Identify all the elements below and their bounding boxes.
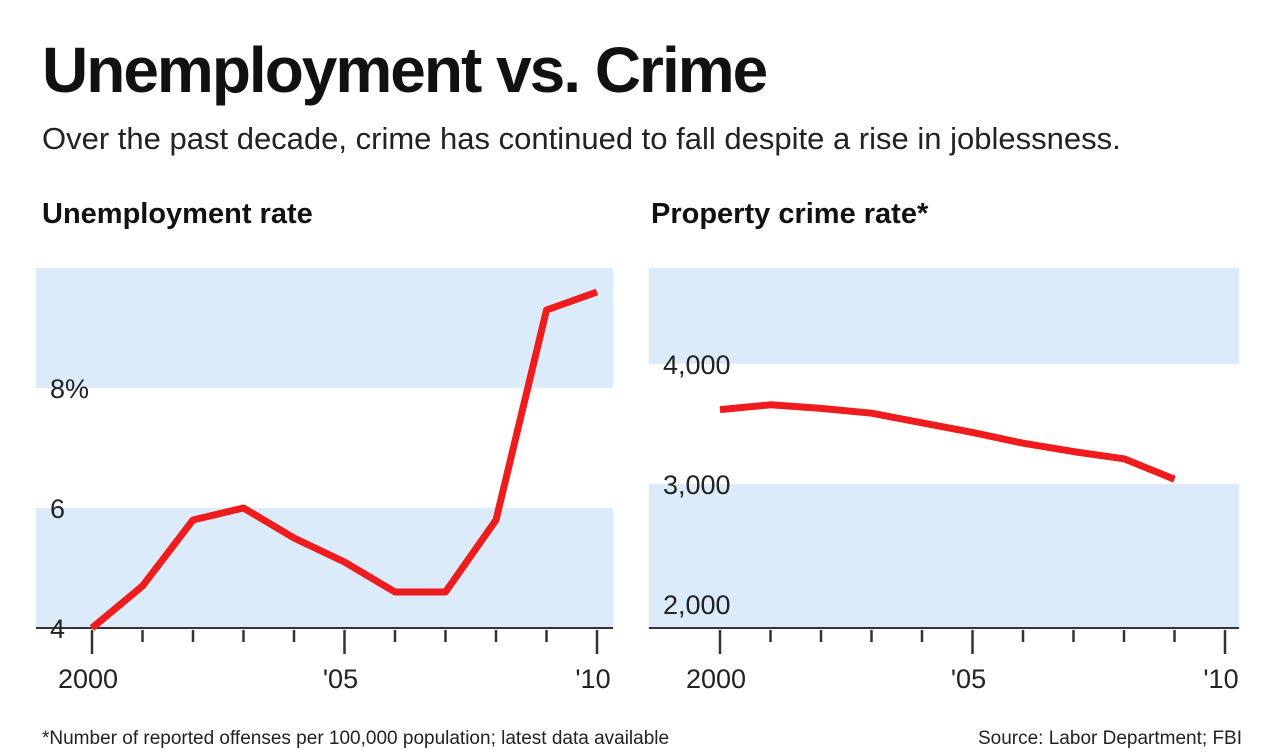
unemployment-data-point-2007 xyxy=(443,589,449,595)
crime-panel-title: Property crime rate* xyxy=(651,198,929,230)
crime-data-point-2005 xyxy=(970,429,976,435)
crime-y-tick-label-4000: 4,000 xyxy=(663,350,731,380)
footnote: *Number of reported offenses per 100,000… xyxy=(42,728,670,749)
unemployment-data-point-2006 xyxy=(392,589,398,595)
crime-x-tick-label-2010: '10 xyxy=(1203,664,1238,694)
unemployment-x-tick-label-2010: '10 xyxy=(575,664,610,694)
unemployment-y-tick-label-4: 4 xyxy=(50,614,65,644)
crime-data-point-2009 xyxy=(1172,476,1178,482)
unemployment-data-point-2008 xyxy=(493,517,499,523)
unemployment-data-point-2005 xyxy=(342,559,348,565)
unemployment-band-1 xyxy=(36,268,613,388)
unemployment-data-point-2009 xyxy=(544,307,550,313)
crime-band-1 xyxy=(649,268,1239,364)
crime-data-point-2006 xyxy=(1020,440,1026,446)
crime-data-point-2003 xyxy=(869,410,875,416)
unemployment-y-tick-label-8: 8% xyxy=(50,374,89,404)
unemployment-data-point-2003 xyxy=(241,505,247,511)
crime-data-point-2001 xyxy=(768,402,774,408)
unemployment-series-line xyxy=(89,288,599,631)
crime-band-0 xyxy=(649,484,1239,628)
crime-data-point-2007 xyxy=(1071,449,1077,455)
crime-data-point-2008 xyxy=(1121,456,1127,462)
source-note: Source: Labor Department; FBI xyxy=(977,728,1242,749)
unemployment-data-point-2002 xyxy=(190,517,196,523)
chart-title: Unemployment vs. Crime xyxy=(42,34,768,106)
crime-y-tick-label-2000: 2,000 xyxy=(663,590,731,620)
crime-data-point-2004 xyxy=(919,420,925,426)
unemployment-band-0 xyxy=(36,508,613,628)
unemployment-data-point-2004 xyxy=(291,535,297,541)
crime-x-tick-label-2005: '05 xyxy=(951,664,986,694)
unemployment-y-tick-label-6: 6 xyxy=(50,494,65,524)
crime-y-tick-label-3000: 3,000 xyxy=(663,470,731,500)
chart-subtitle: Over the past decade, crime has continue… xyxy=(42,121,1121,156)
unemployment-x-tick-label-2005: '05 xyxy=(323,664,358,694)
crime-data-point-2002 xyxy=(818,405,824,411)
unemployment-panel-title: Unemployment rate xyxy=(42,198,313,230)
unemployment-data-point-2000 xyxy=(89,625,95,631)
unemployment-x-tick-label-2000: 2000 xyxy=(58,664,118,694)
crime-data-point-2000 xyxy=(717,407,723,413)
unemployment-data-point-2010 xyxy=(594,289,600,295)
crime-series-line xyxy=(719,401,1176,483)
crime-x-tick-label-2000: 2000 xyxy=(686,664,746,694)
unemployment-data-point-2001 xyxy=(140,583,146,589)
